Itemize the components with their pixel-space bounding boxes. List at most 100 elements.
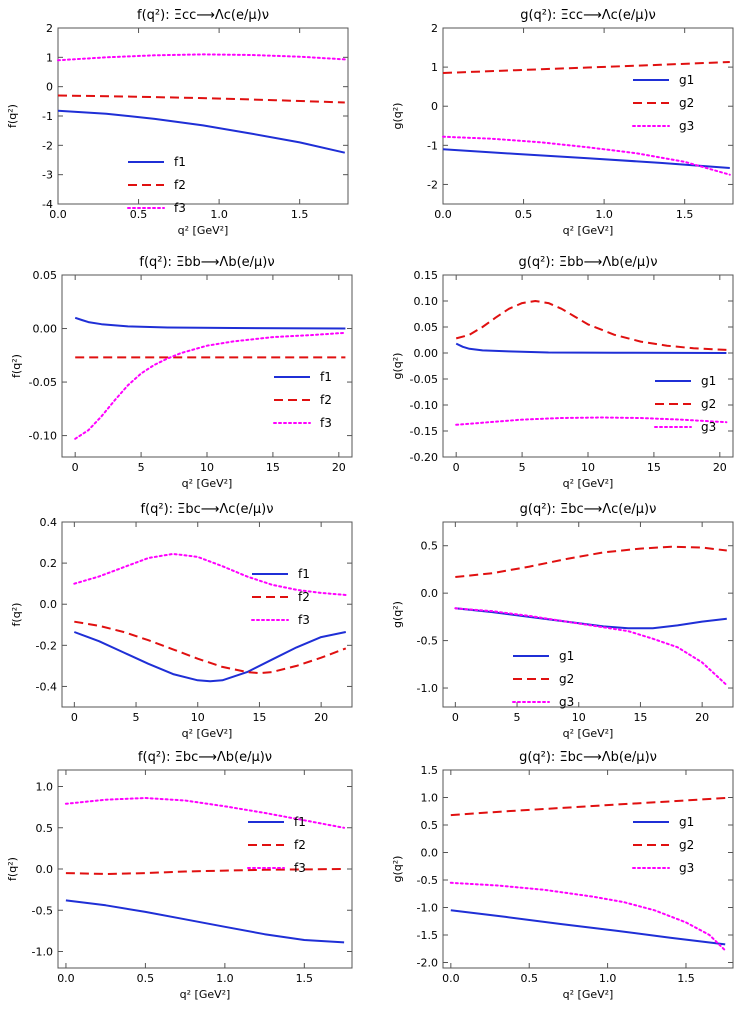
x-tick-label: 1.5 <box>296 972 314 985</box>
plot-frame <box>61 521 353 708</box>
legend-label-g3: g3 <box>559 695 574 709</box>
x-tick-label: 0.0 <box>49 208 67 221</box>
x-tick-label: 0.5 <box>130 208 148 221</box>
legend: g1 g2 g3 <box>654 374 716 434</box>
x-tick-label: 15 <box>266 461 280 474</box>
chart-title: g(q²): Ξcc⟶Λc(e/μ)ν <box>520 8 656 23</box>
y-axis-label: g(q²) <box>391 103 404 130</box>
x-tick-label: 20 <box>695 711 709 724</box>
legend-label-g2: g2 <box>679 838 694 852</box>
x-tick-label: 0 <box>72 461 79 474</box>
chart-title: f(q²): Ξbc⟶Λc(e/μ)ν <box>140 502 273 517</box>
x-tick-label: 10 <box>581 461 595 474</box>
y-tick-label: 0.5 <box>421 540 439 553</box>
x-axis-label: q² [GeV²] <box>563 477 614 490</box>
y-tick-label: 2 <box>46 22 53 35</box>
y-tick-label: 0.00 <box>33 323 58 336</box>
x-tick-label: 1.0 <box>595 208 613 221</box>
chart-title: f(q²): Ξcc⟶Λc(e/μ)ν <box>137 8 269 23</box>
y-tick-label: -1 <box>427 139 438 152</box>
y-tick-label: -1.0 <box>32 946 53 959</box>
chart-panel-3: f(q²): Ξbb⟶Λb(e/μ)ν 0 5 10 15 20 -0.10 -0.05 0.0… <box>10 255 353 490</box>
plot-frame <box>442 521 734 708</box>
chart-title: f(q²): Ξbc⟶Λb(e/μ)ν <box>138 750 272 765</box>
legend: g1 g2 g3 <box>632 73 694 133</box>
y-tick-label: -1 <box>42 110 53 123</box>
legend-label-f2: f2 <box>320 393 332 407</box>
x-tick-label: 20 <box>713 461 727 474</box>
x-tick-label: 15 <box>633 711 647 724</box>
x-tick-label: 0.0 <box>57 972 75 985</box>
legend-label-f2: f2 <box>294 838 306 852</box>
x-tick-label: 5 <box>514 711 521 724</box>
y-tick-label: 0.0 <box>36 863 54 876</box>
y-tick-label: 1.0 <box>421 792 439 805</box>
y-tick-label: 0.5 <box>421 819 439 832</box>
y-tick-label: -0.5 <box>417 874 438 887</box>
x-tick-label: 10 <box>191 711 205 724</box>
y-tick-label: 1 <box>46 51 53 64</box>
y-tick-label: 0.0 <box>421 587 439 600</box>
legend-label-f2: f2 <box>174 178 186 192</box>
series-line-f1 <box>57 109 346 154</box>
legend-label-g1: g1 <box>679 815 694 829</box>
x-tick-label: 1.5 <box>291 208 309 221</box>
y-axis-label: g(q²) <box>391 856 404 883</box>
legend-label-f1: f1 <box>298 567 310 581</box>
x-tick-label: 15 <box>252 711 266 724</box>
y-tick-label: -4 <box>42 198 53 211</box>
y-tick-label: 0.5 <box>36 822 54 835</box>
chart-title: f(q²): Ξbb⟶Λb(e/μ)ν <box>139 255 274 270</box>
legend: f1 f2 f3 <box>127 155 186 215</box>
chart-title: g(q²): Ξbc⟶Λb(e/μ)ν <box>519 750 657 765</box>
x-tick-label: 20 <box>314 711 328 724</box>
y-tick-label: 0.4 <box>40 516 58 529</box>
x-tick-label: 5 <box>133 711 140 724</box>
x-tick-label: 0 <box>453 461 460 474</box>
y-tick-label: 0.10 <box>414 295 439 308</box>
chart-panel-2: g(q²): Ξcc⟶Λc(e/μ)ν 0.0 0.5 1.0 1.5 -2 -1 0 1 2 q²… <box>391 8 734 237</box>
y-tick-label: -0.4 <box>36 680 57 693</box>
series-line-f3 <box>64 797 346 829</box>
series-line-f2 <box>57 94 345 104</box>
chart-panel-4: g(q²): Ξbb⟶Λb(e/μ)ν 0 5 10 15 20 -0.20 -0.15 -0.… <box>391 255 734 490</box>
x-tick-label: 15 <box>647 461 661 474</box>
series-line-g2 <box>450 797 726 817</box>
x-tick-label: 0.0 <box>434 208 452 221</box>
x-tick-label: 5 <box>519 461 526 474</box>
series-line-g3 <box>454 607 728 687</box>
y-axis-label: g(q²) <box>391 353 404 380</box>
series-line-g2 <box>442 61 730 74</box>
legend-label-g3: g3 <box>701 420 716 434</box>
plot-frame <box>442 769 734 969</box>
y-tick-label: 0.15 <box>414 269 439 282</box>
series-line-f3 <box>57 53 346 62</box>
x-axis-label: q² [GeV²] <box>563 988 614 1001</box>
y-tick-label: 0.0 <box>40 598 58 611</box>
legend: f1 f2 f3 <box>247 815 306 875</box>
y-tick-label: 0.05 <box>414 321 439 334</box>
legend-label-f3: f3 <box>294 861 306 875</box>
plot-frame <box>442 27 734 205</box>
legend-label-g2: g2 <box>559 672 574 686</box>
y-tick-label: -0.15 <box>410 425 438 438</box>
legend: g1 g2 g3 <box>632 815 694 875</box>
series-line-g3 <box>442 135 731 176</box>
x-axis-label: q² [GeV²] <box>563 224 614 237</box>
legend-label-f1: f1 <box>174 155 186 169</box>
legend: f1 f2 f3 <box>273 370 332 430</box>
x-tick-label: 10 <box>572 711 586 724</box>
legend-label-f1: f1 <box>320 370 332 384</box>
x-axis-label: q² [GeV²] <box>180 988 231 1001</box>
x-tick-label: 0.5 <box>137 972 155 985</box>
series-line-f2 <box>65 868 345 875</box>
chart-panel-6: g(q²): Ξbc⟶Λc(e/μ)ν 0 5 10 15 20 -1.0 -0.5 0.0 0.… <box>391 502 734 740</box>
chart-panel-7: f(q²): Ξbc⟶Λb(e/μ)ν 0.0 0.5 1.0 1.5 -1.0 -0.5 0… <box>6 750 353 1001</box>
y-tick-label: -0.05 <box>29 376 57 389</box>
y-tick-label: -0.10 <box>410 399 438 412</box>
y-tick-label: -3 <box>42 169 53 182</box>
legend-label-g2: g2 <box>679 96 694 110</box>
y-tick-label: -1.0 <box>417 902 438 915</box>
y-tick-label: -1.0 <box>417 682 438 695</box>
